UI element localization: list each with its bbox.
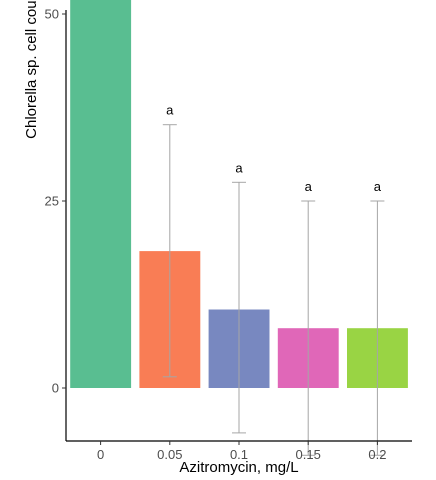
error-bar-0.05 bbox=[162, 124, 177, 378]
error-bar-0.1 bbox=[232, 181, 246, 434]
x-ticks-layer: 0 0.05 0.1 0.15 0.2 bbox=[97, 441, 386, 462]
x-tick-label-0.05: 0.05 bbox=[157, 447, 182, 462]
error-bar-0.15 bbox=[301, 200, 316, 456]
bar-0 bbox=[70, 0, 132, 389]
x-tick-label-0.1: 0.1 bbox=[230, 447, 248, 462]
x-tick-label-0.2: 0.2 bbox=[368, 447, 386, 462]
significance-labels-layer: baaaa bbox=[166, 103, 382, 194]
significance-label-0.1: a bbox=[235, 160, 243, 175]
error-bars-layer bbox=[162, 124, 385, 456]
significance-label-0.05: a bbox=[166, 103, 174, 118]
x-axis-title: Azitromycin, mg/L bbox=[179, 459, 298, 476]
x-tick-label-0: 0 bbox=[97, 447, 104, 462]
x-tick-label-0.15: 0.15 bbox=[296, 447, 321, 462]
significance-label-0.2: a bbox=[374, 179, 382, 194]
y-tick-label-0: 0 bbox=[52, 381, 59, 396]
significance-label-0.15: a bbox=[305, 179, 313, 194]
y-ticks-layer: 0255075 bbox=[45, 7, 66, 396]
y-tick-label-50: 50 bbox=[45, 7, 59, 22]
y-axis-title: Chlorella sp. cell count, *10^9/L bbox=[23, 0, 40, 139]
error-bar-0.2 bbox=[370, 200, 385, 456]
y-tick-label-25: 25 bbox=[45, 194, 59, 209]
